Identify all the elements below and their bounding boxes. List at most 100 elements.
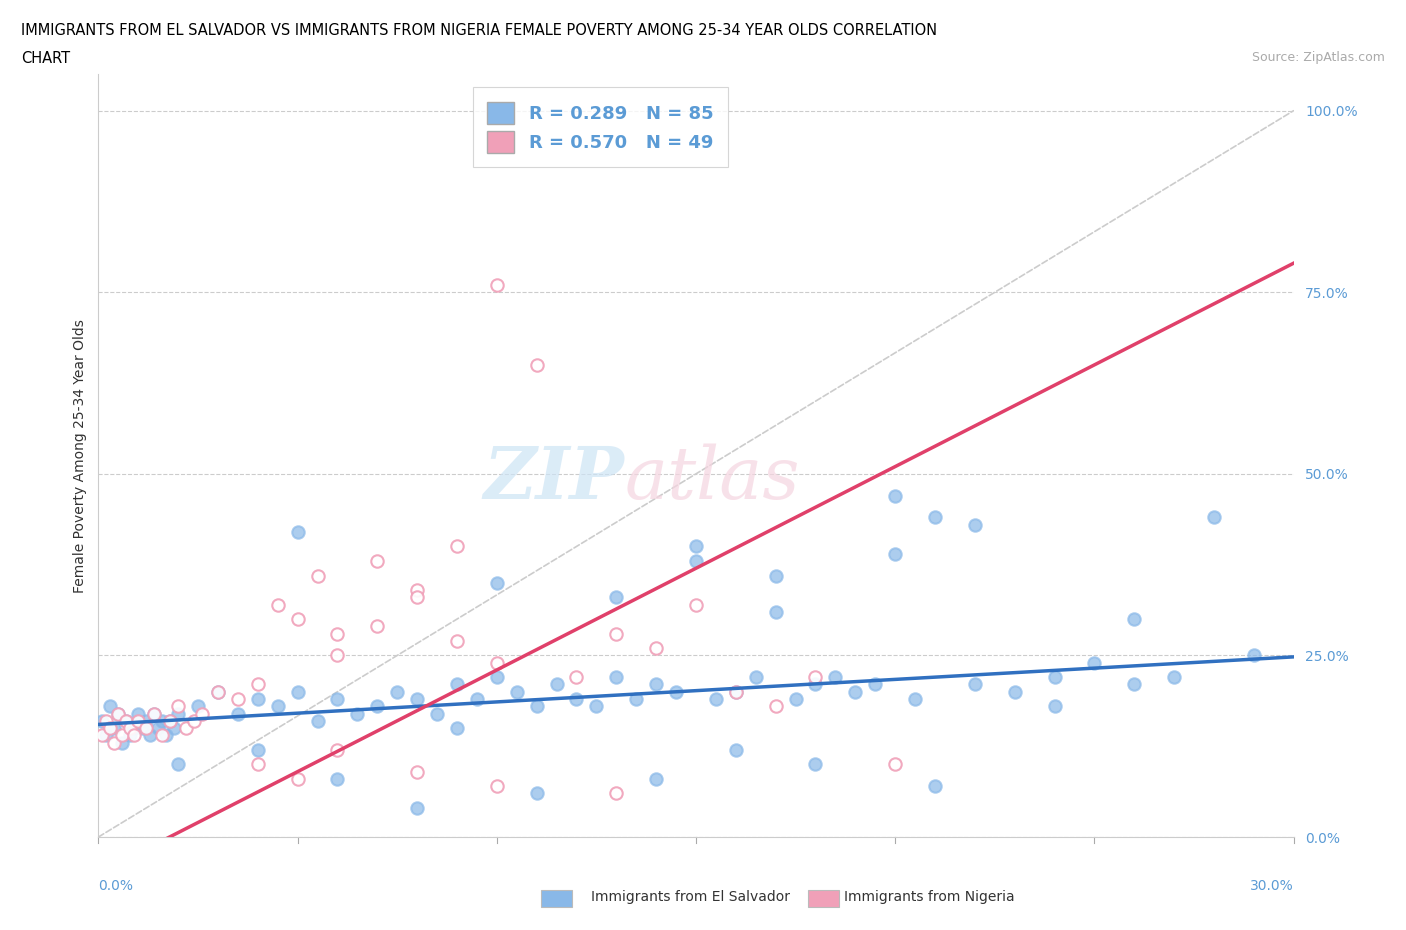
Point [167, 698, 190, 713]
Point [1163, 670, 1185, 684]
Point [155, 728, 177, 743]
Point [187, 698, 209, 713]
Point [526, 786, 548, 801]
Text: Immigrants from El Salvador: Immigrants from El Salvador [591, 890, 790, 905]
Point [745, 670, 768, 684]
Point [665, 684, 688, 699]
Text: 0.0%: 0.0% [98, 879, 134, 893]
Point [685, 539, 707, 554]
Point [406, 801, 429, 816]
Point [226, 692, 249, 707]
Point [406, 692, 429, 707]
Point [685, 597, 707, 612]
Point [724, 742, 747, 757]
Point [326, 772, 349, 787]
Point [565, 670, 588, 684]
Point [426, 706, 449, 721]
Point [765, 604, 787, 619]
Point [150, 728, 173, 743]
Text: 30.0%: 30.0% [1250, 879, 1294, 893]
Point [406, 582, 429, 597]
Point [804, 677, 827, 692]
Point [143, 706, 166, 721]
Point [287, 684, 309, 699]
Point [485, 778, 508, 793]
Point [605, 670, 627, 684]
Point [326, 742, 349, 757]
Point [1043, 698, 1066, 713]
Point [267, 597, 290, 612]
Point [111, 735, 134, 750]
Point [485, 670, 508, 684]
Point [135, 721, 157, 736]
Point [115, 713, 138, 728]
Point [207, 684, 229, 699]
Point [963, 517, 986, 532]
Point [824, 670, 846, 684]
Point [1123, 612, 1146, 627]
Point [446, 677, 468, 692]
Point [326, 648, 349, 663]
Point [139, 728, 162, 743]
Point [585, 698, 607, 713]
Point [485, 576, 508, 591]
Point [645, 641, 668, 656]
Text: CHART: CHART [21, 51, 70, 66]
Point [183, 713, 205, 728]
Point [446, 721, 468, 736]
Point [844, 684, 866, 699]
Point [385, 684, 409, 699]
Point [804, 757, 827, 772]
Point [207, 684, 229, 699]
Point [131, 721, 153, 736]
Point [924, 510, 946, 525]
Point [174, 721, 197, 736]
Point [1004, 684, 1026, 699]
Point [406, 590, 429, 604]
Point [246, 742, 269, 757]
Point [485, 277, 508, 292]
Point [366, 553, 388, 568]
Point [1123, 677, 1146, 692]
Point [120, 728, 142, 743]
Point [485, 656, 508, 671]
Point [91, 713, 114, 728]
Point [765, 568, 787, 583]
Point [446, 539, 468, 554]
Point [326, 626, 349, 641]
Point [150, 713, 173, 728]
Point [103, 735, 125, 750]
Point [366, 698, 388, 713]
Point [246, 692, 269, 707]
Point [167, 757, 190, 772]
Point [107, 706, 129, 721]
Point [124, 721, 146, 736]
Point [1043, 670, 1066, 684]
Point [100, 721, 122, 736]
Point [167, 706, 190, 721]
Point [246, 677, 269, 692]
Point [287, 612, 309, 627]
Point [526, 357, 548, 372]
Point [1083, 656, 1105, 671]
Point [127, 713, 149, 728]
Point [565, 692, 588, 707]
Point [605, 786, 627, 801]
Text: Immigrants from Nigeria: Immigrants from Nigeria [844, 890, 1014, 905]
Point [406, 764, 429, 779]
Point [103, 721, 125, 736]
Point [159, 713, 181, 728]
Point [111, 728, 134, 743]
Point [924, 778, 946, 793]
Point [115, 713, 138, 728]
Point [645, 772, 668, 787]
Point [685, 553, 707, 568]
Text: IMMIGRANTS FROM EL SALVADOR VS IMMIGRANTS FROM NIGERIA FEMALE POVERTY AMONG 25-3: IMMIGRANTS FROM EL SALVADOR VS IMMIGRANT… [21, 23, 938, 38]
Point [1202, 510, 1225, 525]
Point [645, 677, 668, 692]
Point [704, 692, 727, 707]
Point [605, 590, 627, 604]
Point [526, 698, 548, 713]
Point [863, 677, 887, 692]
Point [287, 772, 309, 787]
